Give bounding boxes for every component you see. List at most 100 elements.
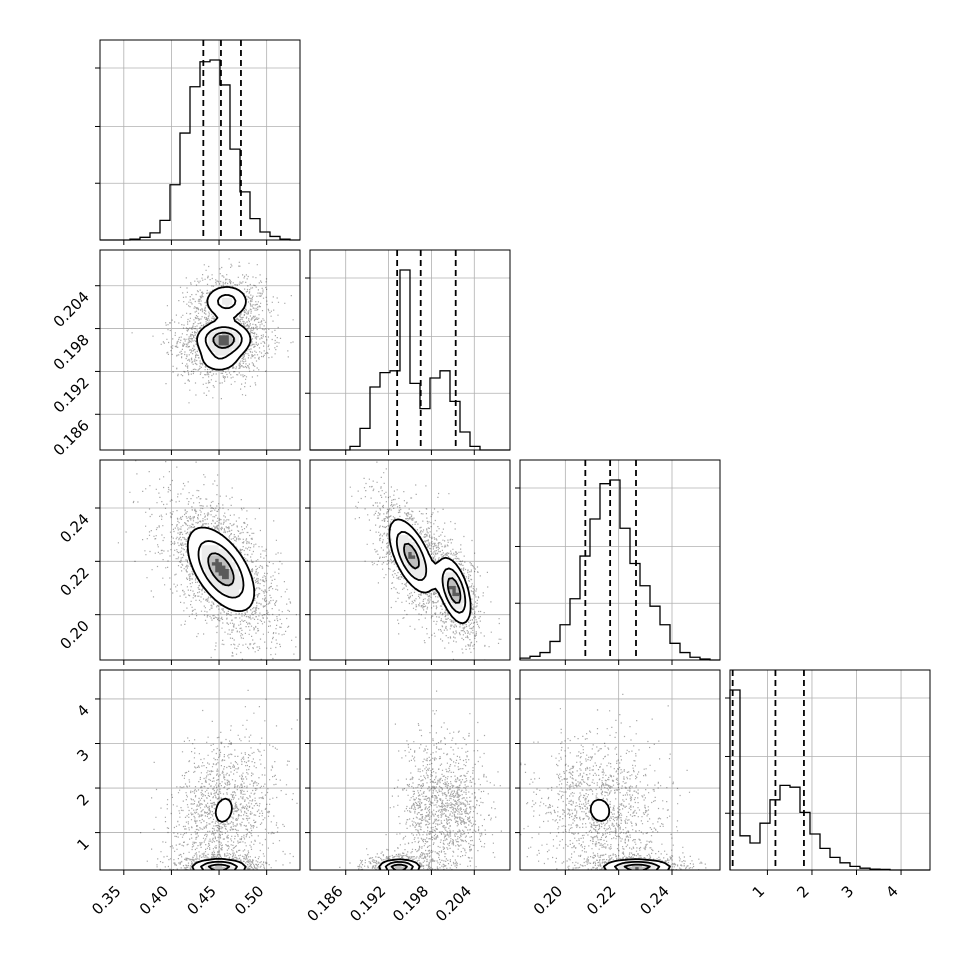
density-cell bbox=[191, 561, 196, 566]
density-cell bbox=[225, 598, 230, 603]
density-cell bbox=[448, 588, 453, 593]
density-cell bbox=[232, 321, 237, 326]
density-cell bbox=[198, 571, 203, 576]
density-cell bbox=[225, 341, 230, 346]
density-cell bbox=[228, 324, 233, 329]
density-cell bbox=[611, 863, 616, 868]
density-cell bbox=[205, 548, 209, 553]
density-cell bbox=[249, 598, 254, 603]
density-cell bbox=[455, 571, 460, 576]
density-cell bbox=[222, 344, 226, 349]
density-cell bbox=[421, 588, 426, 593]
density-cell bbox=[455, 602, 460, 607]
density-cell bbox=[211, 331, 216, 336]
density-cell bbox=[201, 551, 206, 556]
density-cell bbox=[442, 582, 447, 586]
density-cell bbox=[215, 565, 220, 569]
density-cell bbox=[211, 307, 216, 312]
density-cell bbox=[222, 866, 226, 870]
density-cell bbox=[398, 521, 403, 525]
density-cell bbox=[438, 561, 443, 566]
density-cell bbox=[228, 344, 233, 349]
density-cell bbox=[194, 554, 199, 559]
density-cell bbox=[205, 355, 209, 359]
density-cell bbox=[218, 866, 223, 870]
density-cell bbox=[194, 527, 199, 532]
density-cell bbox=[415, 866, 419, 870]
density-cell bbox=[415, 578, 419, 583]
density-cell bbox=[408, 531, 413, 536]
density-cell bbox=[425, 568, 430, 573]
density-cell bbox=[387, 859, 392, 864]
density-cell bbox=[194, 541, 199, 546]
density-cell bbox=[432, 568, 436, 573]
density-cell bbox=[208, 551, 213, 556]
density-cell bbox=[401, 571, 406, 576]
density-cell bbox=[211, 348, 216, 353]
density-cell bbox=[404, 575, 409, 580]
density-cell bbox=[232, 294, 237, 298]
density-cell bbox=[225, 300, 230, 305]
density-cell bbox=[228, 317, 233, 322]
density-cell bbox=[421, 548, 426, 553]
density-cell bbox=[188, 548, 193, 553]
density-cell bbox=[435, 582, 440, 586]
density-cell bbox=[438, 571, 443, 576]
density-cell bbox=[394, 866, 399, 870]
density-cell bbox=[218, 592, 223, 597]
density-cell bbox=[455, 568, 460, 573]
density-cell bbox=[442, 578, 447, 583]
density-cell bbox=[249, 592, 254, 597]
density-cell bbox=[232, 311, 237, 315]
density-cell bbox=[445, 588, 450, 593]
density-cell bbox=[249, 582, 254, 586]
density-cell bbox=[218, 348, 223, 353]
histogram-panel-0 bbox=[95, 39, 301, 245]
density-cell bbox=[408, 537, 413, 542]
density-cell bbox=[415, 548, 419, 553]
density-cell bbox=[614, 859, 619, 864]
density-cell bbox=[442, 595, 447, 600]
density-cell bbox=[208, 578, 213, 583]
x-tick-label: 4 bbox=[882, 882, 901, 901]
density-cell bbox=[205, 531, 209, 536]
density-cell bbox=[428, 565, 433, 569]
density-cell bbox=[608, 866, 613, 870]
density-cell bbox=[242, 588, 247, 593]
density-cell bbox=[245, 585, 250, 590]
density-cell bbox=[238, 575, 243, 580]
density-cell bbox=[235, 568, 240, 573]
density-cell bbox=[455, 588, 460, 593]
density-cell bbox=[205, 348, 209, 353]
density-cell bbox=[242, 348, 247, 353]
density-cell bbox=[225, 327, 230, 332]
density-cell bbox=[448, 592, 453, 597]
density-cell bbox=[391, 531, 396, 536]
density-cell bbox=[232, 859, 237, 864]
density-cell bbox=[428, 568, 433, 573]
density-cell bbox=[215, 808, 220, 813]
density-cell bbox=[198, 554, 203, 559]
density-cell bbox=[232, 571, 237, 576]
x-tick-label: 2 bbox=[793, 882, 812, 901]
y-tick-label: 3 bbox=[73, 746, 92, 765]
density-cell bbox=[225, 311, 230, 315]
density-cell bbox=[218, 534, 223, 539]
density-cell bbox=[621, 866, 626, 870]
density-cell bbox=[211, 592, 216, 597]
density-cell bbox=[415, 561, 419, 566]
density-cell bbox=[432, 582, 436, 586]
density-cell bbox=[225, 307, 230, 312]
density-cell bbox=[604, 805, 609, 810]
density-cell bbox=[401, 565, 406, 569]
density-cell bbox=[235, 605, 240, 610]
density-cell bbox=[232, 331, 237, 336]
density-cell bbox=[198, 548, 203, 553]
density-cell bbox=[245, 334, 250, 339]
density-cell bbox=[232, 602, 237, 607]
density-cell bbox=[208, 334, 213, 339]
density-cell bbox=[662, 863, 667, 868]
density-cell bbox=[228, 331, 233, 336]
density-cell bbox=[448, 578, 453, 583]
